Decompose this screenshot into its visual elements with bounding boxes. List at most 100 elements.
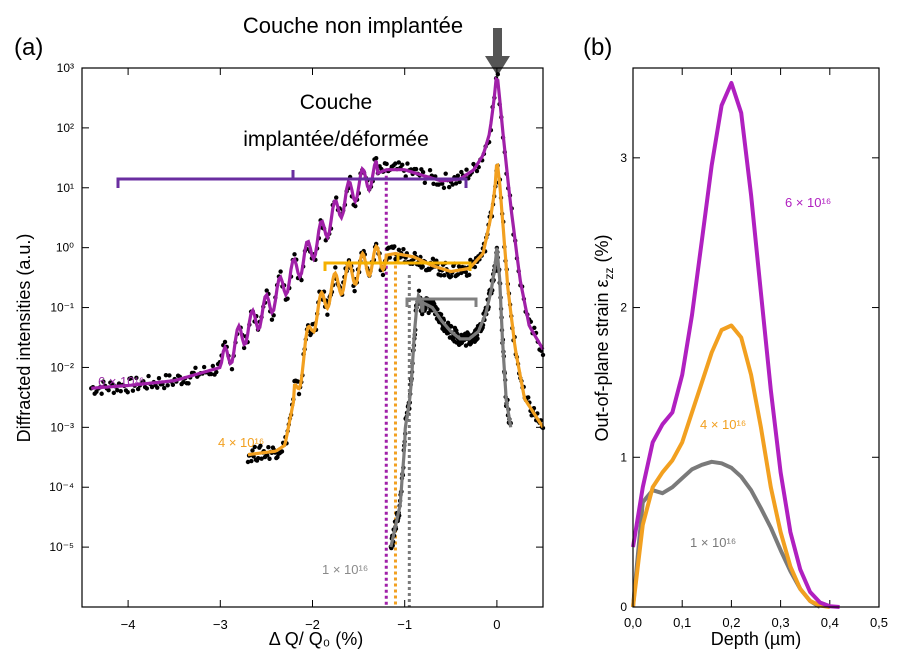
data-point xyxy=(468,257,473,263)
data-point xyxy=(427,168,433,173)
data-point xyxy=(255,455,261,461)
panel-b-series-label-4e16: 4 × 10¹⁶ xyxy=(700,417,746,432)
panel-b: (b) 0,0 0,1 0,2 0,3 0,4 0,5 0 1 2 3 Depth (µm) Ou… xyxy=(583,34,888,649)
data-point xyxy=(450,182,455,187)
data-point xyxy=(296,391,302,397)
data-point xyxy=(475,336,480,341)
data-point xyxy=(144,386,150,391)
data-point xyxy=(453,181,459,186)
data-point xyxy=(210,363,216,369)
y-tick-label: 10⁻⁴ xyxy=(49,480,74,494)
data-point xyxy=(420,170,426,175)
data-point xyxy=(106,387,111,393)
series-label-6e16: 6 × 10¹⁶ xyxy=(98,374,144,389)
data-point xyxy=(457,179,462,185)
data-point xyxy=(436,182,441,187)
data-point xyxy=(170,382,176,388)
data-point xyxy=(455,272,461,277)
data-point xyxy=(422,180,428,185)
data-point xyxy=(222,339,228,345)
data-point xyxy=(99,391,104,396)
data-point xyxy=(265,453,270,458)
x-tick-label: −4 xyxy=(121,617,136,632)
data-point xyxy=(393,161,398,166)
data-point xyxy=(412,250,417,256)
panel-b-traces xyxy=(631,81,840,609)
data-point xyxy=(413,166,419,172)
bracket-orange xyxy=(323,254,472,271)
data-point xyxy=(155,385,160,390)
series-1 xyxy=(245,162,546,465)
data-point xyxy=(333,265,338,270)
data-point xyxy=(384,161,389,167)
data-point xyxy=(463,343,469,348)
panel-a-xlabel: Δ Q/ Q₀ (%) xyxy=(269,629,364,649)
panel-b-frame xyxy=(632,67,880,608)
data-point xyxy=(295,379,301,384)
data-point xyxy=(455,173,461,178)
data-point xyxy=(269,317,275,322)
y-tick-label: 10⁻¹ xyxy=(50,301,74,315)
data-point xyxy=(416,288,422,294)
panel-b-ylabel-unit: (%) xyxy=(592,234,612,262)
data-point xyxy=(449,324,454,329)
fit-line xyxy=(389,247,513,548)
data-point xyxy=(526,395,531,400)
data-point xyxy=(292,252,297,257)
data-point xyxy=(267,456,272,461)
panel-b-ylabel-sub: zz xyxy=(602,267,616,279)
data-point xyxy=(472,264,478,270)
data-point xyxy=(165,383,170,388)
x-tick-label: 0,5 xyxy=(870,615,888,630)
y-tick-label: 2 xyxy=(620,301,627,315)
data-point xyxy=(431,181,436,186)
strain-profile-line xyxy=(631,81,840,609)
data-point xyxy=(352,288,357,294)
panel-a-frame xyxy=(81,67,544,608)
data-point xyxy=(258,443,263,449)
panel-a-label: (a) xyxy=(14,34,43,61)
data-point xyxy=(438,312,444,317)
data-point xyxy=(128,375,134,381)
data-point xyxy=(440,181,445,186)
y-tick-label: 1 xyxy=(620,450,627,464)
data-point xyxy=(156,376,162,381)
data-point xyxy=(495,72,501,77)
x-tick-label: 0,3 xyxy=(772,615,790,630)
x-tick-label: 0,2 xyxy=(722,615,740,630)
data-point xyxy=(443,171,448,176)
data-point xyxy=(454,328,459,333)
y-tick-label: 0 xyxy=(620,600,627,614)
data-point xyxy=(201,364,207,370)
data-point xyxy=(229,367,235,372)
data-point xyxy=(373,241,379,247)
series-0 xyxy=(89,72,546,396)
panel-b-series-label-6e16: 6 × 10¹⁶ xyxy=(785,195,831,210)
y-tick-label: 3 xyxy=(620,151,627,165)
data-point xyxy=(401,246,406,252)
data-point xyxy=(334,195,339,200)
data-point xyxy=(259,456,264,461)
x-tick-label: 0,4 xyxy=(821,615,839,630)
data-point xyxy=(146,373,151,379)
data-point xyxy=(445,320,451,325)
data-point xyxy=(420,311,425,317)
data-point xyxy=(463,269,469,275)
y-tick-label: 10² xyxy=(57,121,74,135)
data-point xyxy=(125,390,130,395)
data-point xyxy=(118,388,123,394)
data-point xyxy=(435,307,440,312)
data-point xyxy=(130,388,136,393)
x-tick-label: −2 xyxy=(305,617,320,632)
data-point xyxy=(441,185,447,191)
series-label-4e16: 4 × 10¹⁶ xyxy=(218,435,264,450)
data-point xyxy=(446,184,452,190)
annotation-deformed-layer-line1: Couche xyxy=(300,91,372,114)
x-tick-label: 0 xyxy=(493,617,500,632)
x-tick-label: −3 xyxy=(213,617,228,632)
title-arrow-head xyxy=(485,56,510,76)
data-point xyxy=(299,277,304,283)
data-point xyxy=(264,288,269,293)
data-point xyxy=(167,373,172,378)
